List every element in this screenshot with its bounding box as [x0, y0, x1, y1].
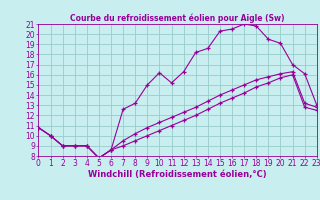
- Title: Courbe du refroidissement éolien pour Aigle (Sw): Courbe du refroidissement éolien pour Ai…: [70, 14, 285, 23]
- X-axis label: Windchill (Refroidissement éolien,°C): Windchill (Refroidissement éolien,°C): [88, 170, 267, 179]
